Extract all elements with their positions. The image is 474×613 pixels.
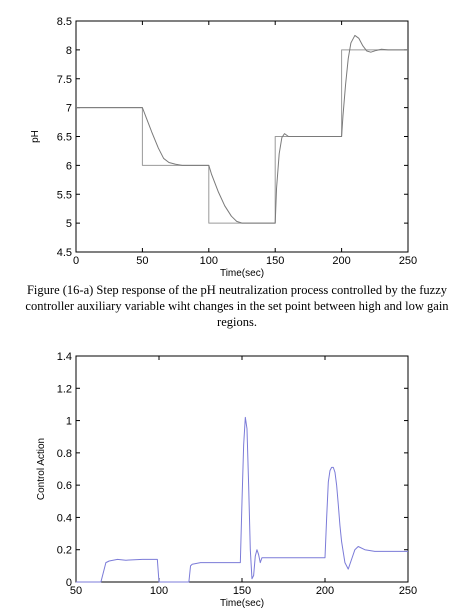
y-tick-label: 8 [66,45,72,57]
x-axis-label: Time(sec) [220,268,264,279]
y-tick-label: 1.2 [57,383,72,395]
x-tick-label: 50 [136,255,148,267]
series-line-1 [76,416,408,583]
x-tick-label: 150 [233,585,251,597]
x-tick-label: 150 [266,255,284,267]
y-tick-label: 7 [66,103,72,115]
y-tick-label: 0.8 [57,448,72,460]
x-tick-label: 200 [316,585,334,597]
y-tick-label: 6.5 [57,132,72,144]
series-line-1 [76,49,408,224]
y-tick-label: 8.5 [57,16,72,28]
x-tick-label: 250 [399,255,417,267]
y-tick-label: 1 [66,416,72,428]
x-tick-label: 100 [150,585,168,597]
plot-frame [75,355,409,583]
y-axis-label: Control Action [36,438,47,500]
y-tick-label: 4.5 [57,247,72,259]
y-tick-label: 0.6 [57,480,72,492]
series-line-2 [76,34,408,224]
y-tick-label: 1.4 [57,351,72,363]
x-tick-label: 0 [73,255,79,267]
y-tick-label: 0 [66,577,72,589]
x-tick-label: 250 [399,585,417,597]
y-tick-label: 0.4 [57,512,72,524]
y-tick-label: 7.5 [57,74,72,86]
y-axis-label: pH [30,130,41,143]
ph-step-response-chart: 0 50 100 150 200 250 4.5 5 5.5 6 6.5 7 7.5 8 8.5 Time(s… [30,16,417,279]
x-axis-label: Time(sec) [220,598,264,609]
y-tick-label: 0.2 [57,545,72,557]
x-tick-label: 200 [332,255,350,267]
figure-caption: Figure (16-a) Step response of the pH ne… [25,283,449,329]
y-tick-label: 5.5 [57,189,72,201]
x-tick-label: 100 [200,255,218,267]
plot-frame [75,20,409,253]
y-tick-label: 5 [66,218,72,230]
x-tick-label: 50 [70,585,82,597]
y-tick-label: 6 [66,160,72,172]
